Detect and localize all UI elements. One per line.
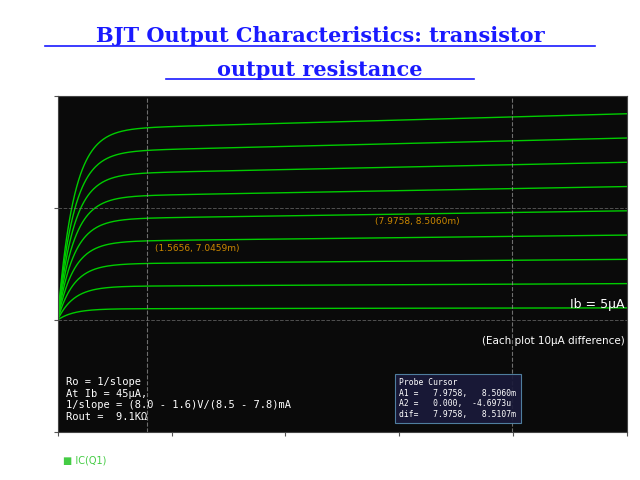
Text: U U1: U U1 bbox=[329, 462, 356, 472]
Text: Probe Cursor
A1 =   7.9758,   8.5060m
A2 =   0.000,  -4.6973u
dif=   7.9758,   8: Probe Cursor A1 = 7.9758, 8.5060m A2 = 0… bbox=[399, 378, 516, 419]
Text: (Each plot 10μA difference): (Each plot 10μA difference) bbox=[482, 336, 625, 346]
Text: BJT Output Characteristics: transistor: BJT Output Characteristics: transistor bbox=[96, 26, 544, 47]
Text: Ro = 1/slope
At Ib = 45μA,
1/slope = (8.0 - 1.6)V/(8.5 - 7.8)mA
Rout =  9.1KΩ: Ro = 1/slope At Ib = 45μA, 1/slope = (8.… bbox=[66, 377, 291, 422]
Text: ■ IC(Q1): ■ IC(Q1) bbox=[63, 456, 107, 466]
Text: (7.9758, 8.5060m): (7.9758, 8.5060m) bbox=[375, 217, 460, 226]
Text: Ib = 5μA: Ib = 5μA bbox=[570, 298, 625, 311]
Text: output resistance: output resistance bbox=[217, 60, 423, 80]
Text: (1.5656, 7.0459m): (1.5656, 7.0459m) bbox=[156, 244, 240, 253]
